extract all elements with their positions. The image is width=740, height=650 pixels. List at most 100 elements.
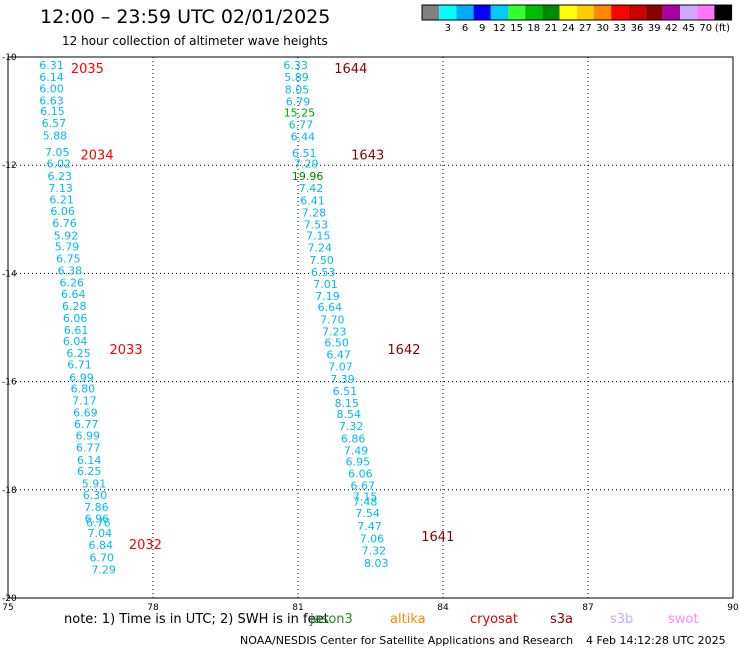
x-tick-label: 81 (292, 603, 303, 612)
wave-height-value: 6.71 (67, 358, 92, 371)
wave-height-value: 7.19 (315, 290, 340, 303)
pass-time-label: 2032 (129, 538, 162, 553)
wave-height-value: 6.95 (346, 456, 371, 469)
x-tick-label: 84 (437, 603, 449, 612)
satellite-s3b: s3b (610, 612, 634, 627)
wave-height-value: 7.07 (328, 360, 353, 373)
wave-height-value: 7.17 (72, 395, 97, 408)
legend-label: 9 (479, 23, 485, 34)
legend-swatch (594, 5, 612, 20)
wave-height-value: 6.06 (63, 312, 88, 325)
footer-timestamp: 4 Feb 14:12:28 UTC 2025 (586, 634, 726, 647)
wave-height-value: 5.91 (82, 477, 107, 490)
legend-swatch (559, 5, 577, 20)
wave-height-value: 19.96 (292, 170, 324, 183)
legend-label: 18 (527, 23, 540, 34)
wave-height-value: 7.06 (360, 532, 385, 545)
wave-height-value: 6.44 (291, 131, 316, 144)
wave-height-value: 7.15 (353, 490, 378, 503)
y-tick-label: -14 (2, 269, 17, 279)
legend-swatch (662, 5, 680, 20)
wave-height-value: 7.54 (355, 507, 380, 520)
wave-height-value: 6.06 (50, 205, 75, 218)
wave-height-value: 7.23 (322, 325, 347, 338)
legend-swatch (439, 5, 457, 20)
wave-height-value: 7.53 (304, 219, 329, 232)
wave-height-value: 8.15 (335, 397, 360, 410)
legend-label: 39 (648, 23, 661, 34)
wave-height-value: 6.70 (90, 551, 115, 564)
satellite-cryosat: cryosat (470, 612, 518, 627)
wave-height-value: 6.57 (42, 117, 67, 130)
legend-swatch (456, 5, 474, 20)
wave-height-value: 5.79 (55, 240, 80, 253)
wave-height-value: 7.32 (362, 544, 387, 557)
satellite-altika: altika (390, 612, 426, 627)
wave-height-value: 5.89 (284, 71, 309, 84)
wave-height-value: 6.23 (47, 170, 72, 183)
wave-height-value: 6.30 (83, 489, 108, 502)
y-tick-label: -20 (2, 594, 17, 604)
wave-height-value: 6.50 (324, 337, 349, 350)
wave-height-value: 7.01 (313, 278, 338, 291)
wave-height-value: 6.51 (292, 147, 317, 160)
legend-label: 33 (613, 23, 626, 34)
wave-height-value: 6.06 (348, 468, 373, 481)
wave-height-value: 6.99 (69, 371, 94, 384)
wave-height-value: 6.15 (40, 105, 65, 118)
wave-height-value: 6.77 (76, 442, 101, 455)
wave-height-value: 6.76 (52, 217, 77, 230)
wave-height-value: 6.80 (71, 383, 96, 396)
wave-height-value: 6.76 (86, 516, 111, 529)
wave-height-value: 7.86 (84, 501, 109, 514)
legend-label: 27 (579, 23, 592, 34)
satellite-jason3: jason3 (310, 612, 353, 627)
wave-height-value: 6.79 (286, 95, 311, 108)
legend-swatch (611, 5, 629, 20)
legend-swatch (576, 5, 594, 20)
wave-height-value: 6.25 (77, 465, 102, 478)
wave-height-value: 6.64 (61, 288, 86, 301)
wave-height-value: 6.02 (47, 158, 72, 171)
wave-height-value: 7.05 (45, 146, 70, 159)
legend-label: 30 (596, 23, 609, 34)
page-subtitle: 12 hour collection of altimeter wave hei… (62, 34, 328, 48)
legend-swatch (714, 5, 732, 20)
legend-label: 12 (493, 23, 506, 34)
wave-height-value: 7.29 (91, 563, 116, 576)
legend-swatch (628, 5, 646, 20)
pass-time-label: 2033 (110, 343, 143, 358)
legend-label: 3 (445, 23, 451, 34)
wave-height-value: 6.00 (39, 82, 64, 95)
wave-height-value: 7.15 (306, 230, 331, 243)
wave-height-value: 6.77 (74, 418, 99, 431)
wave-height-value: 6.38 (58, 265, 83, 278)
wave-height-value: 6.67 (351, 479, 376, 492)
wave-height-value: 7.48 (353, 496, 378, 509)
wave-height-value: 6.64 (318, 301, 343, 314)
wave-height-value: 5.92 (54, 230, 79, 243)
legend-swatch (525, 5, 543, 20)
legend-swatch (422, 5, 440, 20)
legend-swatch (697, 5, 715, 20)
pass-time-label: 1642 (387, 343, 420, 358)
wave-height-value: 7.70 (320, 313, 345, 326)
wave-height-value: 7.49 (344, 444, 369, 457)
wave-height-value: 6.33 (283, 59, 308, 72)
wave-height-value: 7.47 (357, 520, 382, 533)
wave-height-value: 6.41 (300, 194, 325, 207)
legend-swatch (542, 5, 560, 20)
wave-height-value: 6.61 (64, 324, 89, 337)
wave-height-value: 7.39 (330, 373, 355, 386)
pass-time-label: 2035 (71, 62, 104, 77)
wave-height-value: 7.50 (309, 254, 334, 267)
x-tick-label: 75 (2, 603, 13, 612)
wave-height-value: 8.05 (285, 83, 310, 96)
legend-swatch (508, 5, 526, 20)
wave-height-value: 6.26 (60, 277, 85, 290)
wave-height-value: 6.14 (39, 71, 64, 84)
x-tick-label: 90 (727, 603, 739, 612)
y-tick-label: -16 (2, 378, 17, 388)
wave-height-value: 6.84 (89, 539, 114, 552)
wave-height-value: 6.47 (326, 349, 351, 362)
